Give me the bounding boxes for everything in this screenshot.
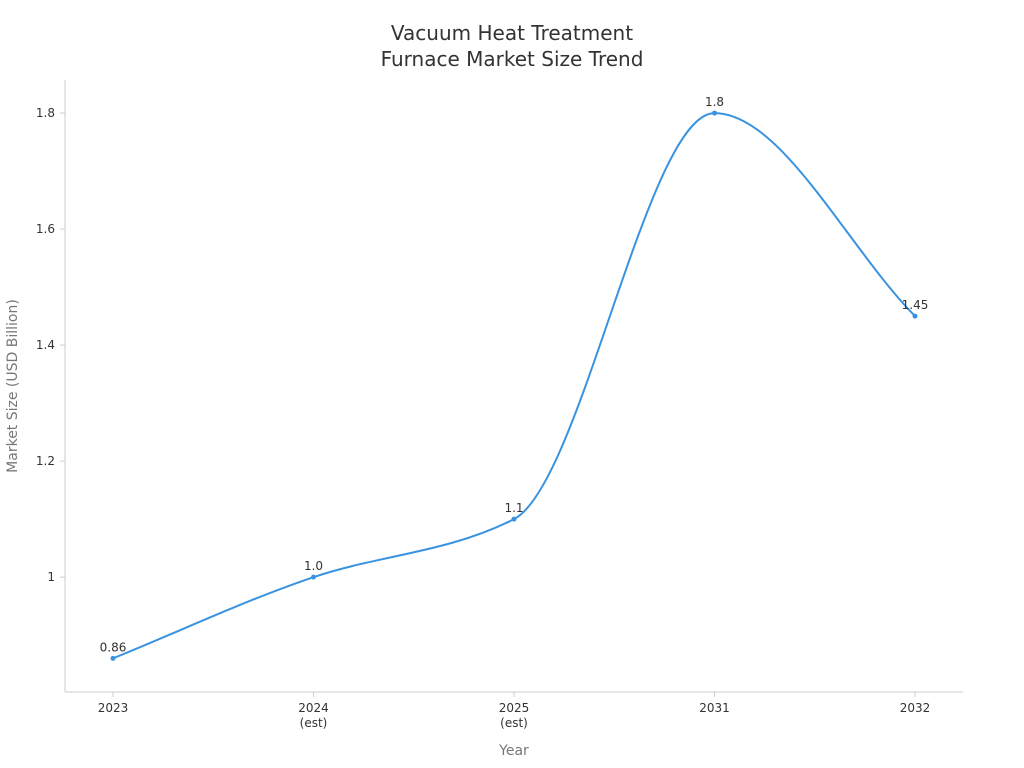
x-axis-ticks: 2023 2024(est)2025(est)2031 2032	[98, 692, 931, 730]
data-labels: 0.86 1.0 1.1 1.8 1.45	[100, 95, 929, 654]
chart-title-line-2: Furnace Market Size Trend	[381, 47, 644, 71]
y-tick-label: 1.2	[36, 454, 55, 468]
data-point	[712, 110, 717, 116]
y-axis-title: Market Size (USD Billion)	[5, 299, 21, 473]
data-points	[110, 110, 918, 661]
data-label: 1.0	[304, 559, 323, 573]
data-point	[511, 516, 517, 522]
data-label: 1.1	[504, 501, 523, 515]
y-tick-label: 1.4	[36, 338, 55, 352]
data-point	[110, 655, 116, 661]
data-point	[311, 574, 316, 580]
x-tick-label: 2023	[98, 701, 129, 715]
data-label: 1.8	[705, 95, 724, 109]
data-label: 0.86	[100, 640, 127, 654]
x-tick-sublabel: (est)	[300, 716, 328, 730]
y-tick-label: 1	[47, 570, 55, 584]
x-axis-title: Year	[498, 743, 529, 759]
x-tick-label: 2032	[900, 701, 931, 715]
x-tick-label: 2025	[499, 701, 530, 715]
y-axis-ticks: 1 1.2 1.4 1.6 1.8	[36, 106, 65, 584]
chart-title-line-1: Vacuum Heat Treatment	[391, 21, 633, 45]
y-tick-label: 1.6	[36, 222, 55, 236]
series-line-market-size	[112, 112, 916, 660]
x-tick-label: 2024	[298, 701, 329, 715]
x-tick-sublabel: (est)	[500, 716, 528, 730]
x-tick-label: 2031	[699, 701, 730, 715]
y-tick-label: 1.8	[36, 106, 55, 120]
data-point	[912, 313, 918, 319]
data-label: 1.45	[902, 298, 929, 312]
